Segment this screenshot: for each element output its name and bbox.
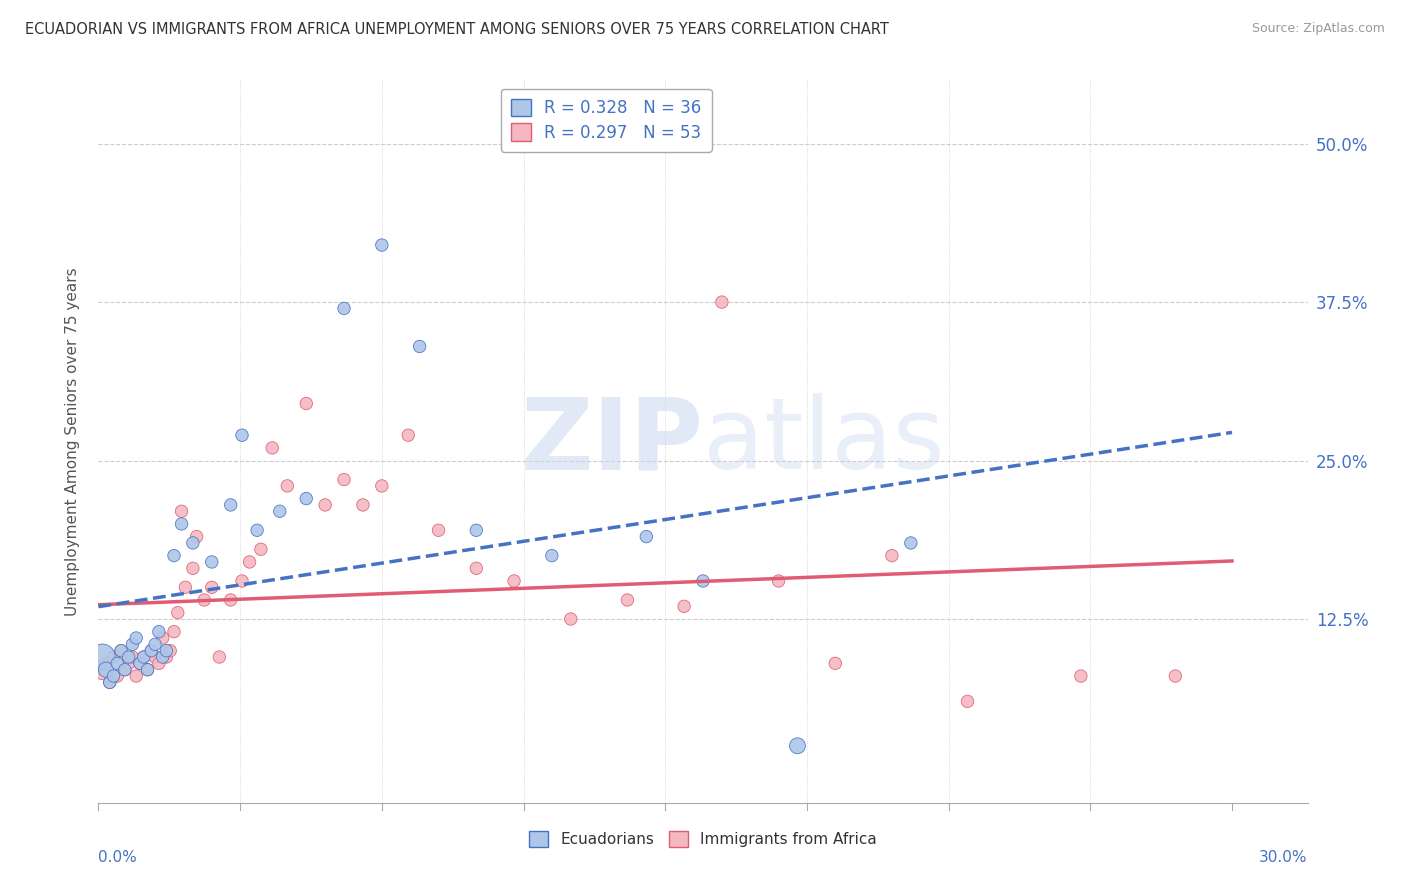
Point bbox=[1070, 669, 1092, 683]
Point bbox=[181, 561, 204, 575]
Point bbox=[110, 643, 132, 657]
Point bbox=[616, 593, 638, 607]
Point bbox=[129, 657, 152, 671]
Point bbox=[91, 650, 114, 665]
Point bbox=[465, 523, 488, 537]
Point bbox=[295, 491, 318, 506]
Point bbox=[710, 295, 733, 310]
Point bbox=[768, 574, 790, 588]
Text: 30.0%: 30.0% bbox=[1260, 850, 1308, 864]
Point bbox=[371, 238, 394, 252]
Text: ZIP: ZIP bbox=[520, 393, 703, 490]
Point bbox=[143, 650, 166, 665]
Point bbox=[333, 301, 356, 316]
Point bbox=[371, 479, 394, 493]
Point bbox=[103, 650, 125, 665]
Point bbox=[125, 631, 148, 645]
Point bbox=[900, 536, 922, 550]
Point bbox=[239, 555, 262, 569]
Text: atlas: atlas bbox=[703, 393, 945, 490]
Point bbox=[148, 657, 170, 671]
Point bbox=[159, 643, 181, 657]
Point bbox=[193, 593, 215, 607]
Point bbox=[692, 574, 714, 588]
Point bbox=[163, 624, 186, 639]
Point bbox=[540, 549, 562, 563]
Point bbox=[148, 624, 170, 639]
Point bbox=[956, 694, 979, 708]
Point bbox=[208, 650, 231, 665]
Point bbox=[121, 637, 143, 651]
Point bbox=[132, 650, 155, 665]
Point bbox=[181, 536, 204, 550]
Point bbox=[143, 637, 166, 651]
Point bbox=[276, 479, 298, 493]
Point bbox=[219, 593, 242, 607]
Point bbox=[94, 657, 117, 671]
Point bbox=[824, 657, 846, 671]
Point bbox=[105, 669, 128, 683]
Text: 0.0%: 0.0% bbox=[98, 850, 138, 864]
Point bbox=[118, 657, 141, 671]
Point bbox=[170, 516, 193, 531]
Point bbox=[1164, 669, 1187, 683]
Point bbox=[121, 650, 143, 665]
Point bbox=[465, 561, 488, 575]
Point bbox=[170, 504, 193, 518]
Point bbox=[141, 643, 163, 657]
Point bbox=[141, 643, 163, 657]
Point bbox=[201, 580, 224, 594]
Point bbox=[110, 643, 132, 657]
Point bbox=[174, 580, 197, 594]
Text: Source: ZipAtlas.com: Source: ZipAtlas.com bbox=[1251, 22, 1385, 36]
Point bbox=[155, 643, 177, 657]
Point bbox=[166, 606, 188, 620]
Point bbox=[503, 574, 526, 588]
Point bbox=[152, 650, 174, 665]
Point bbox=[295, 396, 318, 410]
Point bbox=[152, 631, 174, 645]
Legend: Ecuadorians, Immigrants from Africa: Ecuadorians, Immigrants from Africa bbox=[523, 825, 883, 853]
Point bbox=[314, 498, 336, 512]
Point bbox=[132, 650, 155, 665]
Point bbox=[427, 523, 450, 537]
Point bbox=[673, 599, 696, 614]
Point bbox=[408, 339, 430, 353]
Point bbox=[880, 549, 903, 563]
Point bbox=[186, 530, 208, 544]
Point bbox=[129, 657, 152, 671]
Point bbox=[136, 663, 159, 677]
Point bbox=[118, 650, 141, 665]
Point bbox=[136, 663, 159, 677]
Point bbox=[786, 739, 808, 753]
Point bbox=[114, 663, 136, 677]
Point bbox=[114, 663, 136, 677]
Point bbox=[201, 555, 224, 569]
Point bbox=[396, 428, 419, 442]
Point bbox=[250, 542, 273, 557]
Point bbox=[262, 441, 284, 455]
Point bbox=[560, 612, 582, 626]
Point bbox=[219, 498, 242, 512]
Point bbox=[105, 657, 128, 671]
Point bbox=[98, 675, 121, 690]
Y-axis label: Unemployment Among Seniors over 75 years: Unemployment Among Seniors over 75 years bbox=[65, 268, 80, 615]
Point bbox=[155, 650, 177, 665]
Point bbox=[91, 663, 114, 677]
Point bbox=[163, 549, 186, 563]
Point bbox=[125, 669, 148, 683]
Point bbox=[333, 473, 356, 487]
Point bbox=[636, 530, 658, 544]
Point bbox=[231, 574, 253, 588]
Point bbox=[269, 504, 291, 518]
Point bbox=[94, 663, 117, 677]
Point bbox=[231, 428, 253, 442]
Text: ECUADORIAN VS IMMIGRANTS FROM AFRICA UNEMPLOYMENT AMONG SENIORS OVER 75 YEARS CO: ECUADORIAN VS IMMIGRANTS FROM AFRICA UNE… bbox=[25, 22, 889, 37]
Point bbox=[103, 669, 125, 683]
Point bbox=[246, 523, 269, 537]
Point bbox=[98, 675, 121, 690]
Point bbox=[352, 498, 374, 512]
